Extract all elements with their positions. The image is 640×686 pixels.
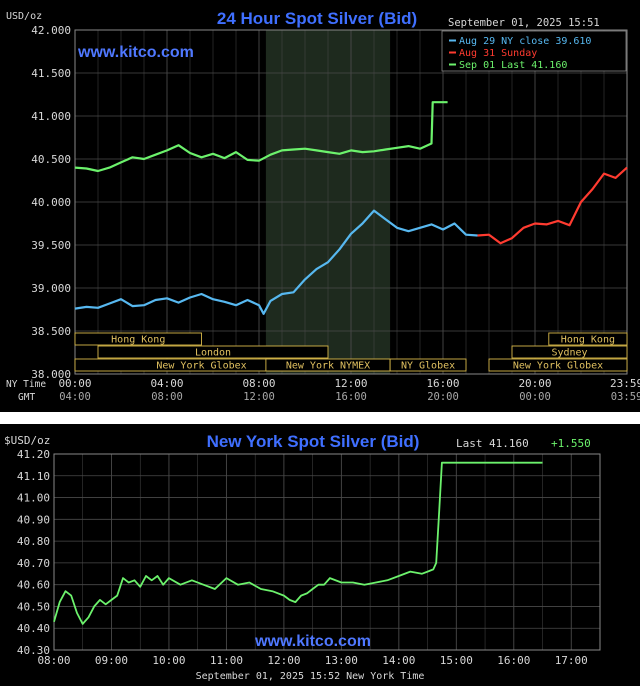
x-tick-label: 08:00: [37, 654, 70, 667]
market-session-label: New York Globex: [156, 361, 246, 372]
spot-silver-24h-chart: 42.000 41.500 41.000 40.500 40.000 39.500 39.0…: [0, 0, 640, 412]
x-tick-label: 13:00: [325, 654, 358, 667]
y-tick-label: 38.000: [31, 368, 71, 381]
plot-border: [53, 453, 601, 651]
last-label: Last: [456, 437, 483, 450]
x-tick-label-gmt: 20:00: [427, 391, 459, 403]
x-tick-label-gmt: 08:00: [151, 391, 183, 403]
market-session-box: [389, 358, 467, 372]
x-tick-label-gmt: 04:00: [59, 391, 91, 403]
y-tick-label: 41.00: [17, 492, 50, 505]
x-tick-label-ny: 23:59: [610, 377, 640, 390]
y-tick-label: 39.000: [31, 282, 71, 295]
chart-title: New York Spot Silver (Bid): [207, 432, 420, 451]
y-tick-label: 40.80: [17, 535, 50, 548]
aug31-series-line: [477, 166, 628, 245]
watermark: www.kitco.com: [77, 44, 194, 61]
market-session-label: New York NYMEX: [286, 361, 370, 372]
market-session-box: [488, 358, 628, 372]
y-axis-label: USD/oz: [6, 11, 42, 22]
market-session-label: NY Globex: [401, 361, 455, 372]
legend-box: [441, 30, 627, 72]
x-tick-label: 16:00: [497, 654, 530, 667]
y-tick-label: 40.60: [17, 579, 50, 592]
y-tick-label: 41.500: [31, 67, 71, 80]
ny-spot-silver-svg: 41.20 41.10 41.00 40.90 40.80 40.70 40.60 40.50…: [4, 432, 601, 682]
y-tick-label: 41.000: [31, 110, 71, 123]
y-tick-label: 40.50: [17, 600, 50, 613]
market-session-label: Sydney: [551, 348, 587, 359]
ny-time-row-label: NY Time: [6, 379, 46, 390]
x-tick-label: 11:00: [210, 654, 243, 667]
x-tick-label: 12:00: [267, 654, 300, 667]
x-tick-label-gmt: 12:00: [243, 391, 275, 403]
y-tick-label: 40.500: [31, 153, 71, 166]
y-tick-label: 40.70: [17, 557, 50, 570]
x-tick-label-gmt: 16:00: [335, 391, 367, 403]
x-tick-label: 10:00: [152, 654, 185, 667]
market-session-box: [548, 332, 628, 346]
market-session-box: [97, 345, 329, 359]
x-tick-label: 14:00: [382, 654, 415, 667]
y-tick-label: 40.90: [17, 513, 50, 526]
x-tick-label-ny: 08:00: [242, 377, 275, 390]
market-session-label: New York Globex: [513, 361, 603, 372]
market-session-box: [511, 345, 628, 359]
market-session-label: Hong Kong: [111, 335, 165, 346]
chart-title: 24 Hour Spot Silver (Bid): [217, 9, 417, 28]
sep01-series-line: [74, 101, 448, 173]
y-tick-label: 41.20: [17, 448, 50, 461]
x-tick-label-ny: 12:00: [334, 377, 367, 390]
last-value: 41.160: [489, 437, 529, 450]
chart-timestamp: September 01, 2025 15:52 New York Time: [196, 671, 425, 682]
y-axis-label: $USD/oz: [4, 434, 50, 447]
market-session-box: [74, 332, 202, 346]
aug29-series-line: [74, 209, 478, 315]
plot-border: [74, 29, 628, 375]
spot-silver-24h-svg: 42.000 41.500 41.000 40.500 40.000 39.500 39.0…: [6, 9, 640, 403]
y-tick-label: 39.500: [31, 239, 71, 252]
y-tick-label: 40.000: [31, 196, 71, 209]
plot-area: [54, 454, 600, 650]
x-tick-label-gmt: 03:59: [611, 391, 640, 403]
gmt-row-label: GMT: [18, 392, 35, 403]
y-tick-label: 40.40: [17, 622, 50, 635]
x-tick-label: 09:00: [95, 654, 128, 667]
x-tick-label: 15:00: [440, 654, 473, 667]
plot-layer: 42.000 41.500 41.000 40.500 40.000 39.500 39.0…: [31, 24, 640, 403]
x-tick-label-ny: 00:00: [58, 377, 91, 390]
y-tick-label: 41.10: [17, 470, 50, 483]
y-tick-label: 40.30: [17, 644, 50, 657]
ny-spot-silver-chart: 41.20 41.10 41.00 40.90 40.80 40.70 40.60 40.50…: [0, 424, 640, 686]
chart-timestamp: September 01, 2025 15:51: [448, 17, 600, 29]
y-tick-label: 38.500: [31, 325, 71, 338]
x-tick-label-ny: 04:00: [150, 377, 183, 390]
x-tick-label-ny: 16:00: [426, 377, 459, 390]
ny-spot-series-line: [53, 461, 543, 625]
legend-label: Aug 29 NY close 39.610: [459, 36, 591, 47]
market-session-label: London: [195, 348, 231, 359]
y-tick-label: 42.000: [31, 24, 71, 37]
x-tick-label: 17:00: [555, 654, 588, 667]
legend-label: Aug 31 Sunday: [459, 48, 537, 59]
watermark: www.kitco.com: [254, 633, 371, 650]
price-change: +1.550: [551, 437, 591, 450]
plot-layer: 41.20 41.10 41.00 40.90 40.80 40.70 40.60 40.50…: [17, 448, 601, 667]
x-tick-label-ny: 20:00: [518, 377, 551, 390]
x-tick-label-gmt: 00:00: [519, 391, 551, 403]
market-session-label: Hong Kong: [561, 335, 615, 346]
legend-label: Sep 01 Last 41.160: [459, 60, 567, 71]
